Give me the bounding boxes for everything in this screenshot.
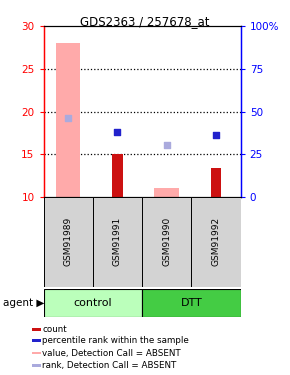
Text: GSM91992: GSM91992 <box>211 217 221 266</box>
Bar <box>32 352 41 354</box>
Text: GSM91991: GSM91991 <box>113 217 122 267</box>
Bar <box>142 197 191 287</box>
Text: control: control <box>73 298 112 308</box>
Bar <box>32 328 41 331</box>
Bar <box>155 188 179 197</box>
Bar <box>93 197 142 287</box>
Bar <box>191 197 241 287</box>
Text: value, Detection Call = ABSENT: value, Detection Call = ABSENT <box>42 348 181 357</box>
Bar <box>44 197 93 287</box>
Point <box>164 142 169 148</box>
Bar <box>112 154 123 197</box>
Text: rank, Detection Call = ABSENT: rank, Detection Call = ABSENT <box>42 361 176 370</box>
Bar <box>211 168 222 197</box>
Text: agent ▶: agent ▶ <box>3 298 44 308</box>
Bar <box>32 339 41 342</box>
Point <box>115 129 120 135</box>
Text: DTT: DTT <box>181 298 202 308</box>
Bar <box>44 289 142 317</box>
Text: count: count <box>42 325 67 334</box>
Bar <box>32 364 41 367</box>
Text: GSM91989: GSM91989 <box>64 217 73 267</box>
Point <box>66 114 70 120</box>
Bar <box>142 289 241 317</box>
Text: percentile rank within the sample: percentile rank within the sample <box>42 336 189 345</box>
Text: GSM91990: GSM91990 <box>162 217 171 267</box>
Point <box>214 132 218 138</box>
Text: GDS2363 / 257678_at: GDS2363 / 257678_at <box>80 15 210 28</box>
Bar <box>56 44 81 197</box>
